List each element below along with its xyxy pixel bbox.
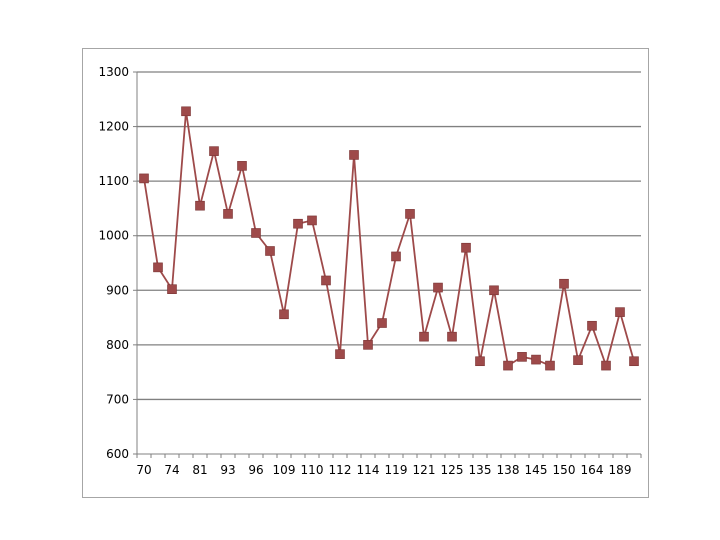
data-point xyxy=(559,278,569,289)
x-tick-label: 96 xyxy=(248,463,263,477)
data-point xyxy=(503,360,513,371)
data-point xyxy=(349,150,359,160)
y-tick-label: 1300 xyxy=(98,65,129,79)
data-point xyxy=(587,320,597,331)
x-tick-label: 189 xyxy=(609,463,632,477)
x-tick-label: 112 xyxy=(329,463,352,477)
data-point xyxy=(629,356,639,367)
data-point xyxy=(363,340,373,350)
chart-frame: 600 700 800 900 1000 1100 1200 1300 70 74 81 93 96 1… xyxy=(82,48,649,498)
x-tick-label: 121 xyxy=(413,463,436,477)
y-tick-label: 1100 xyxy=(98,174,129,188)
data-point xyxy=(237,161,247,171)
data-point xyxy=(517,352,527,362)
series-line xyxy=(143,111,635,369)
x-tick-label: 114 xyxy=(357,463,380,477)
data-point xyxy=(195,200,205,211)
data-point xyxy=(139,173,149,184)
x-tick-label: 110 xyxy=(301,463,324,477)
x-tick-label: 74 xyxy=(164,463,179,477)
data-point xyxy=(293,218,303,229)
x-tick-label: 119 xyxy=(385,463,408,477)
data-point xyxy=(223,209,233,219)
x-tick-label: 150 xyxy=(553,463,576,477)
data-point xyxy=(447,331,457,342)
x-tick-label: 135 xyxy=(469,463,492,477)
data-point xyxy=(489,285,499,296)
x-tick-label: 145 xyxy=(525,463,548,477)
x-tick-label: 164 xyxy=(581,463,604,477)
data-point xyxy=(307,215,317,226)
axes xyxy=(133,71,642,458)
x-tick-label: 125 xyxy=(441,463,464,477)
data-point xyxy=(615,307,625,317)
y-tick-label: 900 xyxy=(106,283,129,297)
data-point xyxy=(433,282,443,293)
data-series xyxy=(139,106,639,371)
x-tick-label: 70 xyxy=(136,463,151,477)
y-axis-tick-labels: 600 700 800 900 1000 1100 1200 1300 xyxy=(98,65,129,461)
data-point xyxy=(167,284,177,294)
data-point xyxy=(321,275,331,286)
y-tick-label: 1200 xyxy=(98,120,129,134)
y-tick-label: 700 xyxy=(106,392,129,406)
data-point xyxy=(545,360,555,371)
gridlines xyxy=(137,71,641,401)
y-tick-label: 1000 xyxy=(98,229,129,243)
data-point xyxy=(601,360,611,371)
data-point xyxy=(419,331,429,342)
data-point xyxy=(377,318,387,328)
y-tick-label: 600 xyxy=(106,447,129,461)
x-tick-label: 93 xyxy=(220,463,235,477)
data-point xyxy=(475,356,485,367)
line-chart: 600 700 800 900 1000 1100 1200 1300 70 74 81 93 96 1… xyxy=(98,65,642,477)
data-point xyxy=(209,146,219,156)
data-point xyxy=(279,309,289,320)
data-point xyxy=(265,246,275,256)
data-point xyxy=(335,349,345,359)
data-point xyxy=(251,228,261,238)
data-point xyxy=(405,209,415,219)
y-tick-label: 800 xyxy=(106,338,129,352)
data-point xyxy=(461,242,471,253)
data-point xyxy=(531,354,541,365)
x-tick-label: 138 xyxy=(497,463,520,477)
data-point xyxy=(573,355,583,365)
data-point xyxy=(391,251,401,262)
x-tick-label: 81 xyxy=(192,463,207,477)
data-point xyxy=(153,262,163,273)
x-axis-tick-labels: 70 74 81 93 96 109 110 112 114 119 121 125 135 138 145… xyxy=(136,463,631,477)
x-tick-label: 109 xyxy=(273,463,296,477)
data-point xyxy=(181,106,191,117)
